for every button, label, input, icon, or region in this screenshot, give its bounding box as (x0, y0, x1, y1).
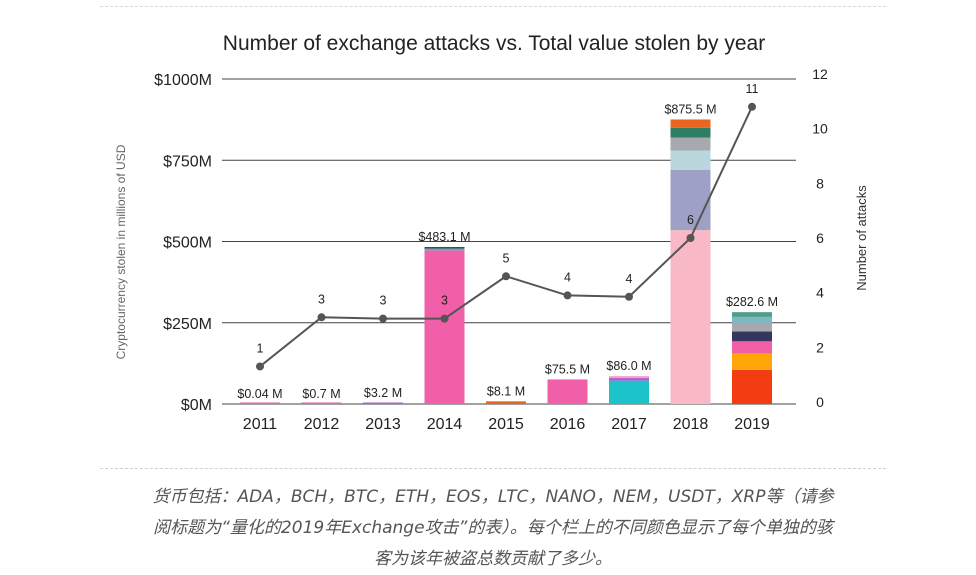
attacks-point (440, 314, 449, 323)
bar-segment (486, 401, 526, 404)
attacks-point-label: 4 (564, 270, 571, 284)
bar-segment (670, 127, 711, 138)
chart-title: Number of exchange attacks vs. Total val… (223, 32, 765, 55)
x-tick-label: 2018 (673, 416, 709, 433)
bar-value-label: $0.04 M (237, 387, 282, 401)
bar-labels: $0.04 M $0.7 M $3.2 M $483.1 M $8.1 M $75.5 M… (237, 102, 778, 401)
attacks-point-label: 6 (687, 213, 694, 227)
caption-divider (100, 468, 886, 469)
bar-value-label: $3.2 M (364, 386, 402, 400)
bar-segment (609, 376, 649, 378)
x-tick-label: 2014 (427, 416, 463, 433)
bar-value-label: $0.7 M (302, 387, 340, 401)
y-tick-label: $500M (163, 235, 212, 252)
x-tick-label: 2019 (734, 416, 770, 433)
y-axis-label: Cryptocurrency stolen in millions of USD (114, 144, 128, 359)
bar-segment (424, 248, 465, 251)
caption-line: 货币包括：ADA，BCH，BTC，ETH，EOS，LTC，NANO，NEM，US… (152, 487, 834, 507)
y2-tick-label: 0 (816, 394, 824, 410)
bar-segment (732, 331, 772, 342)
bar-segment (363, 402, 403, 404)
attacks-point-label: 1 (257, 341, 264, 355)
y-tick-label: $250M (163, 316, 212, 333)
y2-tick-label: 8 (816, 175, 824, 191)
bar-segment (670, 150, 711, 170)
x-tick-label: 2012 (304, 416, 340, 433)
caption-line: 阅标题为“量化的2019年Exchange攻击”的表）。每个栏上的不同颜色显示了… (153, 518, 833, 538)
bar-segment (609, 378, 649, 381)
bar-segment (670, 230, 711, 404)
attacks-point (563, 291, 572, 300)
x-tick-label: 2013 (365, 416, 401, 433)
x-tick-label: 2015 (488, 416, 524, 433)
x-tick-label: 2011 (243, 416, 278, 433)
bar-value-label: $282.6 M (726, 295, 778, 309)
bar-value-label: $75.5 M (545, 362, 590, 376)
bar-value-label: $875.5 M (664, 102, 716, 116)
attacks-point-label: 3 (441, 294, 448, 308)
y2-tick-label: 6 (816, 230, 824, 246)
attacks-point-label: 3 (318, 292, 325, 306)
attacks-point (256, 362, 264, 371)
bar-segment (547, 379, 588, 404)
bar-segment (240, 402, 280, 404)
x-axis-ticks: 2011 2012 2013 2014 2015 2016 2017 2018 2019 (243, 416, 770, 433)
y-axis-ticks: $0M $250M $500M $750M $1000M (154, 72, 212, 414)
bar-segment (670, 137, 711, 151)
bar-segment (732, 316, 772, 324)
y-tick-label: $1000M (154, 72, 212, 89)
y2-tick-label: 2 (816, 339, 824, 355)
bar-segment (732, 369, 772, 404)
attacks-point-label: 11 (746, 82, 759, 96)
bar-segment (732, 323, 772, 332)
bar-segment (732, 312, 772, 317)
bar-value-label: $8.1 M (487, 384, 525, 398)
bars (240, 119, 772, 404)
y2-tick-label: 10 (812, 121, 828, 137)
y2-tick-label: 4 (816, 285, 824, 301)
y-tick-label: $0M (181, 397, 212, 414)
attacks-point (502, 272, 510, 281)
attacks-point (379, 314, 387, 323)
y2-axis-label: Number of attacks (854, 185, 869, 291)
caption-line: 客为该年被盗总数贡献了多少。 (374, 549, 612, 569)
y2-tick-label: 12 (812, 66, 828, 82)
x-tick-label: 2017 (611, 416, 647, 433)
attacks-chart: Number of exchange attacks vs. Total val… (114, 32, 869, 433)
bar-segment (732, 341, 772, 354)
bar-value-label: $86.0 M (606, 359, 651, 373)
bar-value-label: $483.1 M (418, 230, 470, 244)
attacks-point-label: 3 (380, 294, 387, 308)
bar-segment (609, 380, 649, 404)
y-tick-label: $750M (163, 153, 212, 170)
bar-segment (424, 250, 465, 404)
bar-segment (424, 246, 465, 249)
attacks-point (686, 234, 695, 242)
attacks-point (748, 102, 756, 111)
bar-segment (670, 170, 711, 231)
figure-caption: 货币包括：ADA，BCH，BTC，ETH，EOS，LTC，NANO，NEM，US… (96, 482, 890, 575)
attacks-point-label: 4 (626, 272, 633, 286)
attacks-point (317, 313, 326, 322)
bar-segment (732, 353, 772, 370)
bar-segment (301, 402, 342, 404)
x-tick-label: 2016 (550, 416, 586, 433)
attacks-point-label: 5 (503, 251, 510, 265)
attacks-series: 1 3 3 3 5 4 4 6 11 (256, 82, 759, 371)
bar-segment (670, 119, 711, 128)
top-divider (100, 6, 886, 7)
attacks-point (625, 292, 633, 301)
y2-axis-ticks: 0 2 4 6 8 10 12 (812, 66, 828, 410)
